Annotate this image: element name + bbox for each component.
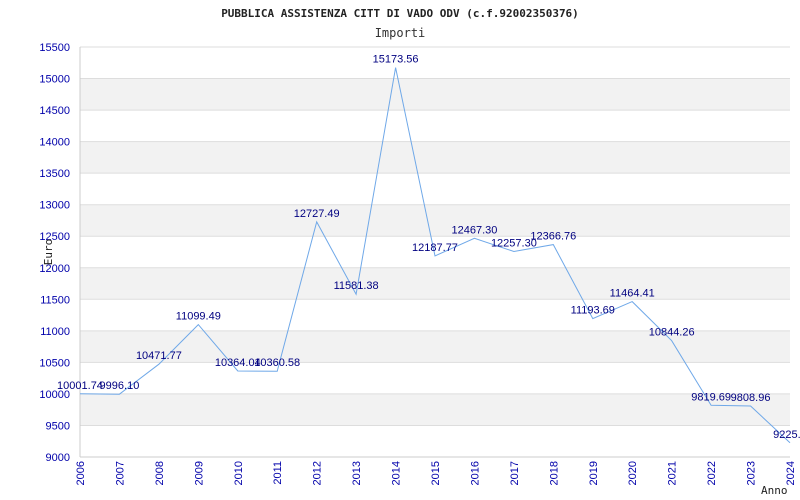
background-band (80, 78, 790, 111)
y-tick-label: 14500 (39, 105, 70, 117)
y-tick-label: 12500 (39, 231, 70, 243)
y-tick-label: 10500 (39, 357, 70, 369)
data-label: 11193.69 (571, 305, 615, 317)
data-label: 12727.49 (294, 208, 340, 220)
data-label: 12187.77 (412, 242, 458, 254)
data-label: 10471.77 (136, 350, 182, 362)
y-axis-label: Euro (42, 239, 55, 266)
x-tick-label: 2010 (233, 461, 245, 485)
x-tick-label: 2017 (509, 461, 521, 485)
data-label: 15173.56 (373, 54, 419, 66)
x-axis-label: Anno (761, 484, 788, 497)
x-tick-label: 2009 (193, 461, 205, 485)
x-tick-label: 2018 (548, 461, 560, 485)
background-band (80, 267, 790, 300)
data-label: 10844.26 (649, 327, 695, 339)
x-tick-label: 2006 (75, 461, 87, 485)
data-label: 9808.96 (731, 392, 771, 404)
background-band (80, 204, 790, 237)
y-tick-label: 13000 (39, 200, 70, 212)
data-label: 10360.58 (254, 357, 300, 369)
axes (79, 47, 790, 458)
y-tick-label: 12000 (39, 263, 70, 275)
x-tick-label: 2012 (312, 461, 324, 485)
x-tick-label: 2024 (785, 461, 797, 485)
data-label: 9996.10 (100, 380, 140, 392)
y-tick-label: 15500 (39, 42, 70, 54)
y-tick-label: 11000 (40, 326, 70, 338)
data-label: 10001.74 (57, 380, 103, 392)
data-label: 11099.49 (176, 311, 221, 323)
x-tick-label: 2021 (667, 461, 679, 485)
x-tick-label: 2019 (588, 461, 600, 485)
x-tick-label: 2007 (114, 461, 126, 485)
x-tick-label: 2015 (430, 461, 442, 485)
y-tick-label: 9000 (46, 452, 70, 464)
x-tick-label: 2014 (391, 461, 403, 485)
background-bands (80, 78, 790, 426)
data-label: 12467.30 (451, 224, 497, 236)
background-band (80, 330, 790, 363)
x-tick-labels: 2006 2007 2008 2009 2010 2011 2012 2013 2014 2015… (75, 461, 797, 485)
y-tick-label: 9500 (46, 420, 70, 432)
data-label: 12257.30 (491, 238, 537, 250)
background-band (80, 393, 790, 426)
y-tick-label: 13500 (39, 168, 70, 180)
x-tick-label: 2022 (706, 461, 718, 485)
data-label: 9225.0 (773, 429, 800, 441)
y-tick-labels: 9000 9500 10000 10500 11000 11500 12000 12500 13… (39, 42, 70, 464)
x-tick-label: 2023 (746, 461, 758, 485)
y-tick-label: 10000 (39, 389, 70, 401)
data-label: 11464.41 (610, 288, 655, 300)
data-labels: 10001.749996.1010471.7711099.4910364.041… (57, 54, 800, 441)
x-tick-label: 2016 (469, 461, 481, 485)
x-tick-label: 2020 (627, 461, 639, 485)
x-tick-label: 2013 (351, 461, 363, 485)
data-label: 12366.76 (530, 231, 576, 243)
data-label: 10364.04 (215, 357, 261, 369)
data-label: 11581.38 (334, 280, 379, 292)
x-tick-label: 2011 (272, 461, 284, 485)
y-tick-label: 15000 (39, 74, 70, 86)
chart-subtitle: Importi (375, 26, 426, 40)
data-label: 9819.69 (691, 391, 731, 403)
series-line-path (79, 67, 791, 444)
x-tick-label: 2008 (154, 461, 166, 485)
chart-title: PUBBLICA ASSISTENZA CITT DI VADO ODV (c.… (221, 7, 579, 20)
background-band (80, 141, 790, 174)
y-tick-label: 14000 (39, 137, 70, 149)
series-line (79, 67, 791, 444)
y-tick-label: 11500 (40, 294, 70, 306)
